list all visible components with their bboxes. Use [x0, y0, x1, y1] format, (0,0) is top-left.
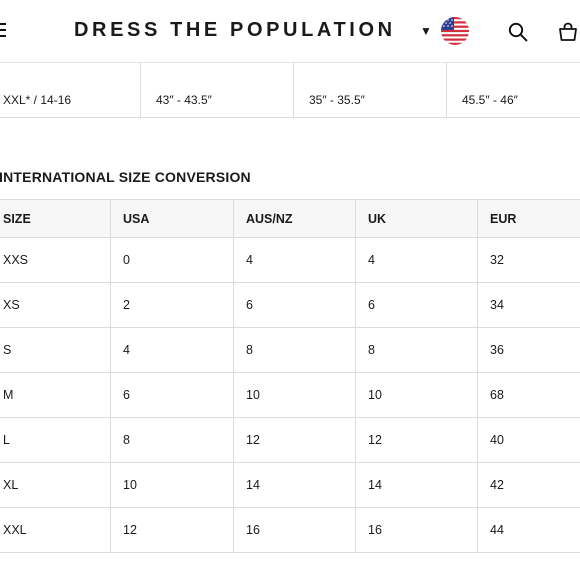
- us-flag-icon[interactable]: [441, 17, 469, 45]
- table-row: XXL 12 16 16 44: [0, 507, 580, 553]
- section-title: INTERNATIONAL SIZE CONVERSION: [0, 169, 251, 185]
- hamburger-menu-icon[interactable]: [0, 23, 6, 37]
- size-cell: M: [0, 372, 111, 418]
- size-cell: XXS: [0, 237, 111, 283]
- cell-text: 45.5″ - 46″: [462, 93, 518, 107]
- uk-cell: 14: [355, 462, 478, 508]
- aus-nz-cell: 10: [233, 372, 356, 418]
- usa-cell: 4: [110, 327, 234, 373]
- uk-cell: 12: [355, 417, 478, 463]
- eur-cell: 36: [477, 327, 580, 373]
- cell-text: 35″ - 35.5″: [309, 93, 365, 107]
- aus-nz-cell: 4: [233, 237, 356, 283]
- usa-cell: 2: [110, 282, 234, 328]
- cell-text: 43″ - 43.5″: [156, 93, 212, 107]
- column-header-aus-nz: AUS/NZ: [233, 199, 356, 238]
- usa-cell: 6: [110, 372, 234, 418]
- size-conversion-table: SIZE USA AUS/NZ UK EUR XXS 0 4 4 32 XS 2…: [0, 199, 580, 553]
- size-cell: L: [0, 417, 111, 463]
- aus-nz-cell: 16: [233, 507, 356, 553]
- country-dropdown-caret-icon[interactable]: ▼: [420, 24, 432, 38]
- table-row: XXS 0 4 4 32: [0, 237, 580, 283]
- usa-cell: 10: [110, 462, 234, 508]
- column-header-uk: UK: [355, 199, 478, 238]
- table-row: XL 10 14 14 42: [0, 462, 580, 508]
- table-cell: 35″ - 35.5″: [294, 62, 447, 117]
- table-header-row: SIZE USA AUS/NZ UK EUR: [0, 199, 580, 238]
- aus-nz-cell: 8: [233, 327, 356, 373]
- usa-cell: 12: [110, 507, 234, 553]
- site-header: DRESS THE POPULATION ▼: [0, 0, 580, 63]
- search-icon[interactable]: [508, 22, 528, 42]
- uk-cell: 16: [355, 507, 478, 553]
- aus-nz-cell: 6: [233, 282, 356, 328]
- table-cell: XXL* / 14-16: [0, 62, 141, 117]
- size-cell: XS: [0, 282, 111, 328]
- eur-cell: 44: [477, 507, 580, 553]
- uk-cell: 8: [355, 327, 478, 373]
- table-cell: 43″ - 43.5″: [141, 62, 294, 117]
- column-header-size: SIZE: [0, 199, 111, 238]
- aus-nz-cell: 12: [233, 417, 356, 463]
- uk-cell: 4: [355, 237, 478, 283]
- usa-cell: 8: [110, 417, 234, 463]
- table-row: S 4 8 8 36: [0, 327, 580, 373]
- size-cell: XXL: [0, 507, 111, 553]
- size-cell: S: [0, 327, 111, 373]
- column-header-eur: EUR: [477, 199, 580, 238]
- table-row: XS 2 6 6 34: [0, 282, 580, 328]
- shopping-bag-icon[interactable]: [557, 21, 579, 43]
- size-cell: XL: [0, 462, 111, 508]
- eur-cell: 42: [477, 462, 580, 508]
- uk-cell: 6: [355, 282, 478, 328]
- brand-logo[interactable]: DRESS THE POPULATION: [74, 19, 396, 41]
- aus-nz-cell: 14: [233, 462, 356, 508]
- eur-cell: 40: [477, 417, 580, 463]
- uk-cell: 10: [355, 372, 478, 418]
- table-row: M 6 10 10 68: [0, 372, 580, 418]
- cell-text: XXL* / 14-16: [3, 93, 72, 107]
- eur-cell: 32: [477, 237, 580, 283]
- usa-cell: 0: [110, 237, 234, 283]
- eur-cell: 34: [477, 282, 580, 328]
- eur-cell: 68: [477, 372, 580, 418]
- previous-table-row: XXL* / 14-16 43″ - 43.5″ 35″ - 35.5″ 45.…: [0, 62, 580, 118]
- table-row: L 8 12 12 40: [0, 417, 580, 463]
- column-header-usa: USA: [110, 199, 234, 238]
- table-cell: 45.5″ - 46″: [447, 62, 580, 117]
